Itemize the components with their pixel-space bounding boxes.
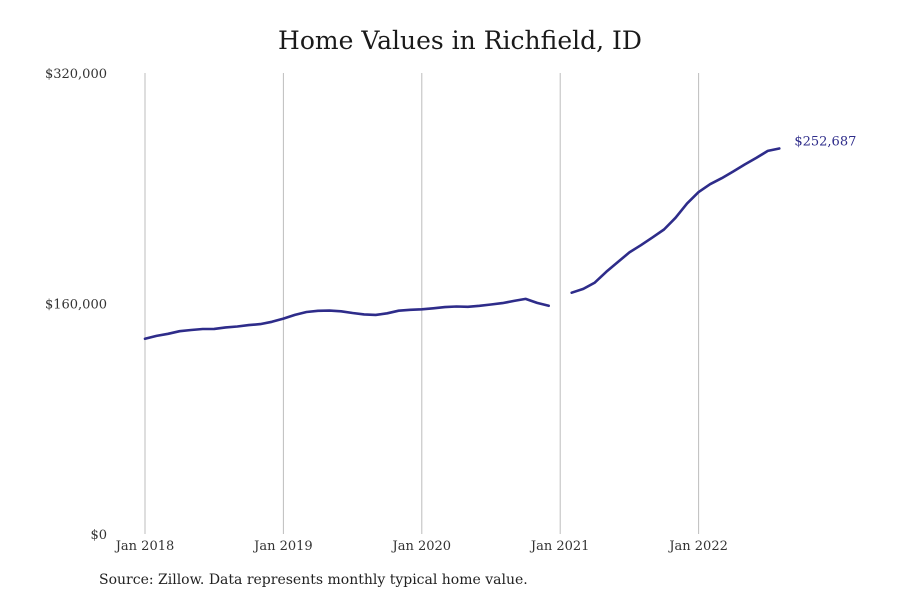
x-tick-label: Jan 2021 [529, 539, 590, 554]
series-lines [143, 147, 781, 341]
x-tick-label: Jan 2018 [114, 539, 175, 554]
y-tick-label: $320,000 [45, 67, 107, 82]
chart-title: Home Values in Richfield, ID [278, 26, 642, 55]
x-axis-ticks: Jan 2018 Jan 2019 Jan 2020 Jan 2021 Jan 2022 [114, 539, 728, 554]
series-line-1 [570, 147, 781, 295]
x-tick-label: Jan 2022 [667, 539, 728, 554]
end-value-label: $252,687 [794, 134, 856, 149]
x-tick-label: Jan 2020 [391, 539, 452, 554]
gridlines [144, 73, 700, 534]
y-axis-ticks: $0 $160,000 $320,000 [45, 67, 107, 543]
series-line-0 [143, 297, 551, 341]
x-tick-label: Jan 2019 [252, 539, 313, 554]
y-tick-label: $160,000 [45, 298, 107, 313]
y-tick-label: $0 [90, 528, 107, 543]
source-note: Source: Zillow. Data represents monthly … [99, 572, 528, 588]
